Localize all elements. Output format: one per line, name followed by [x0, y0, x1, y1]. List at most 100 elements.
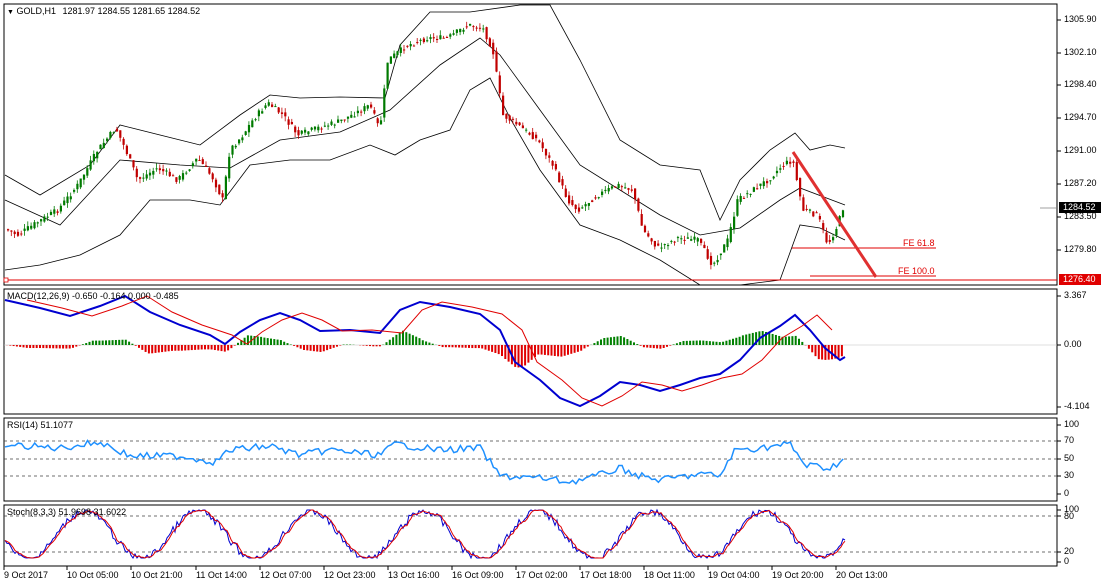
- macd-histogram-bar: [448, 345, 451, 348]
- candle-body: [353, 116, 356, 118]
- candle-body: [789, 161, 792, 164]
- macd-histogram-bar: [98, 340, 101, 345]
- candle-body: [56, 211, 59, 213]
- candle-body: [762, 181, 765, 187]
- candle-body: [317, 126, 320, 131]
- macd-histogram-bar: [616, 336, 619, 345]
- candle-body: [538, 140, 541, 143]
- rsi-tick: 30: [1064, 470, 1075, 480]
- candle-body: [63, 200, 66, 206]
- time-label: 10 Oct 05:00: [67, 570, 119, 580]
- time-label: 11 Oct 14:00: [196, 570, 247, 580]
- candle-body: [122, 138, 125, 145]
- candle-body: [716, 259, 719, 263]
- time-label: 9 Oct 2017: [4, 570, 49, 580]
- candle-body: [403, 49, 406, 51]
- macd-tick: 0.00: [1064, 339, 1082, 349]
- macd-histogram-bar: [39, 345, 41, 349]
- macd-histogram-bar: [527, 345, 530, 363]
- macd-histogram-bar: [303, 345, 305, 350]
- candle-body: [719, 253, 722, 256]
- bollinger-lower-band: [4, 77, 846, 286]
- macd-histogram-bar: [675, 343, 678, 345]
- macd-histogram-bar: [623, 337, 626, 345]
- candle-body: [736, 199, 739, 216]
- candle-body: [376, 118, 379, 124]
- candle-body: [571, 200, 574, 205]
- candle-body: [350, 114, 353, 118]
- macd-histogram-bar: [286, 343, 289, 345]
- macd-histogram-bar: [68, 345, 71, 349]
- candle-body: [195, 158, 198, 162]
- macd-histogram-bar: [187, 345, 190, 351]
- macd-histogram-bar: [408, 333, 411, 345]
- candle-body: [257, 110, 260, 117]
- candle-body: [313, 126, 317, 130]
- candle-body: [115, 128, 119, 132]
- candle-body: [769, 180, 772, 182]
- macd-histogram-bar: [784, 336, 787, 345]
- candle-body: [370, 104, 373, 108]
- candle-body: [419, 39, 422, 41]
- candle-body: [307, 131, 310, 135]
- stoch-pane-frame: [3, 504, 1058, 567]
- candle-body: [86, 168, 89, 176]
- candle-body: [310, 127, 313, 130]
- macd-histogram-bar: [421, 340, 424, 345]
- macd-histogram-bar: [441, 345, 444, 348]
- candle-body: [102, 142, 105, 149]
- triangle-down-icon[interactable]: ▼: [7, 9, 14, 16]
- macd-histogram-bar: [48, 345, 51, 349]
- macd-histogram-bar: [253, 336, 256, 345]
- macd-histogram-bar: [613, 336, 616, 345]
- macd-histogram-bar: [666, 345, 668, 347]
- macd-histogram-bar: [329, 345, 332, 349]
- candle-body: [759, 183, 762, 186]
- candle-body: [244, 131, 247, 135]
- macd-histogram-bar: [557, 345, 560, 357]
- macd-histogram-bar: [444, 345, 447, 348]
- macd-histogram-bar: [517, 345, 520, 368]
- chart-header: ▼ GOLD,H1 1281.97 1284.55 1281.65 1284.5…: [7, 6, 200, 18]
- macd-histogram-bar: [679, 342, 682, 345]
- candle-body: [640, 214, 643, 226]
- candle-body: [815, 212, 818, 214]
- macd-histogram-bar: [534, 345, 536, 358]
- candle-body: [439, 35, 442, 40]
- macd-histogram-bar: [339, 345, 342, 346]
- candle-body: [188, 169, 191, 171]
- macd-histogram-bar: [157, 345, 160, 353]
- trend-line[interactable]: [791, 151, 878, 278]
- macd-histogram-bar: [563, 345, 566, 356]
- macd-histogram-bar: [695, 340, 698, 345]
- macd-histogram-bar: [411, 335, 414, 345]
- candle-body: [96, 152, 99, 159]
- candle-body: [485, 27, 488, 40]
- price-tick: 1287.20: [1064, 178, 1097, 188]
- time-label: 16 Oct 09:00: [452, 570, 504, 580]
- macd-histogram-bar: [322, 345, 325, 352]
- macd-histogram-bar: [309, 345, 312, 351]
- macd-histogram-bar: [593, 343, 596, 345]
- macd-histogram-bar: [45, 345, 48, 349]
- stoch-tick: 100: [1064, 504, 1080, 514]
- candle-body: [469, 23, 472, 26]
- candle-body: [214, 179, 218, 188]
- candle-body: [568, 195, 571, 204]
- macd-histogram-bar: [705, 340, 708, 345]
- candle-body: [20, 233, 23, 235]
- macd-histogram-bar: [580, 345, 583, 351]
- level-line-handle[interactable]: [3, 277, 9, 283]
- candle-body: [254, 119, 257, 121]
- candle-body: [112, 132, 115, 134]
- macd-histogram-bar: [375, 345, 378, 347]
- macd-histogram-bar: [722, 341, 725, 345]
- macd-histogram-bar: [708, 341, 711, 345]
- candle-body: [528, 132, 531, 135]
- ohlc-values: 1281.97 1284.55 1281.65 1284.52: [62, 6, 201, 16]
- macd-histogram-bar: [702, 340, 705, 345]
- stoch-levels: [4, 515, 1057, 553]
- candlesticks: [7, 21, 845, 270]
- macd-histogram-bar: [276, 339, 279, 345]
